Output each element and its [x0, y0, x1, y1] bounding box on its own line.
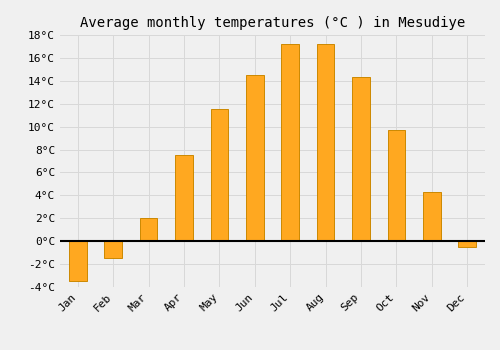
Bar [140, 218, 158, 241]
Bar [282, 44, 299, 241]
Bar [423, 192, 440, 241]
Bar [175, 155, 193, 241]
Bar [317, 44, 334, 241]
Bar [458, 241, 476, 247]
Bar [246, 75, 264, 241]
Bar [352, 77, 370, 241]
Bar [104, 241, 122, 258]
Bar [69, 241, 86, 281]
Bar [388, 130, 406, 241]
Bar [210, 110, 228, 241]
Title: Average monthly temperatures (°C ) in Mesudiye: Average monthly temperatures (°C ) in Me… [80, 16, 465, 30]
